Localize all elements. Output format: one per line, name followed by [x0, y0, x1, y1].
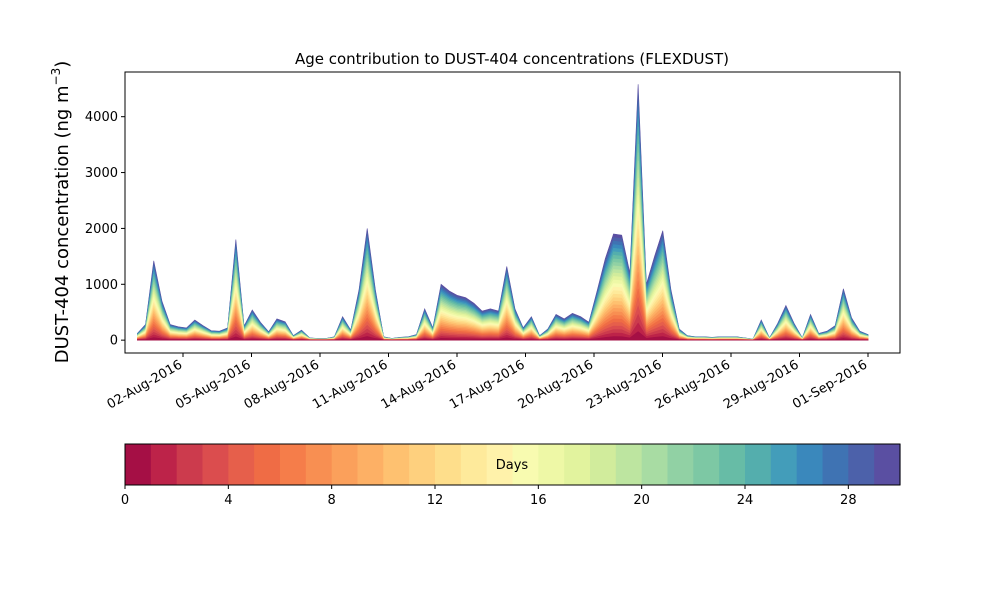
chart-title: Age contribution to DUST-404 concentrati… [295, 50, 729, 68]
colorbar-segment [331, 444, 359, 485]
y-axis-label-superscript: −3 [49, 68, 63, 86]
colorbar-segment [176, 444, 204, 485]
colorbar-tick-label: 24 [737, 493, 754, 508]
y-tick-label: 0 [110, 334, 118, 349]
colorbar-segment [512, 444, 539, 485]
colorbar-segment [564, 444, 591, 485]
x-tick-label: 17-Aug-2016 [447, 357, 527, 412]
colorbar-segment [796, 444, 824, 485]
colorbar-segment [383, 444, 410, 485]
colorbar-tick-label: 4 [224, 493, 232, 508]
colorbar-ticks: 0 4 8 12 16 20 24 28 [121, 485, 857, 508]
x-tick-label: 11-Aug-2016 [310, 357, 390, 412]
colorbar-segment [641, 444, 669, 485]
x-tick-label: 26-Aug-2016 [653, 357, 733, 412]
colorbar-tick-label: 20 [633, 493, 650, 508]
x-tick-label: 29-Aug-2016 [721, 357, 801, 412]
y-axis-label-close: ) [52, 61, 73, 68]
colorbar-segment [228, 444, 255, 485]
svg-text:DUST-404 concentration (ng m−3: DUST-404 concentration (ng m−3) [49, 61, 73, 364]
colorbar-segment [538, 444, 565, 485]
y-tick-label: 4000 [85, 110, 118, 125]
colorbar-segment [719, 444, 746, 485]
colorbar-segment [667, 444, 694, 485]
x-axis-ticks: 02-Aug-201605-Aug-201608-Aug-201611-Aug-… [105, 353, 870, 413]
colorbar-segment [125, 444, 152, 485]
colorbar-segment [357, 444, 384, 485]
colorbar-segment [874, 444, 901, 485]
y-axis-ticks: 0 1000 2000 3000 4000 [85, 110, 125, 349]
x-tick-label: 08-Aug-2016 [242, 357, 322, 412]
colorbar-segment [435, 444, 462, 485]
y-axis-label-main: DUST-404 concentration (ng m [52, 85, 73, 363]
colorbar-segment [615, 444, 643, 485]
x-tick-label: 05-Aug-2016 [173, 357, 253, 412]
colorbar-tick-label: 16 [530, 493, 547, 508]
age-stack-areas [137, 84, 869, 341]
y-tick-label: 1000 [85, 278, 118, 293]
colorbar-segment [202, 444, 229, 485]
x-tick-label: 20-Aug-2016 [516, 357, 596, 412]
colorbar [125, 444, 901, 485]
colorbar-segment [822, 444, 849, 485]
y-axis-label: DUST-404 concentration (ng m−3) [49, 61, 73, 364]
colorbar-tick-label: 8 [328, 493, 336, 508]
colorbar-segment [590, 444, 617, 485]
x-tick-label: 01-Sep-2016 [790, 357, 870, 412]
colorbar-segment [745, 444, 772, 485]
plot-frame [124, 71, 901, 354]
x-tick-label: 23-Aug-2016 [584, 357, 664, 412]
x-tick-label: 14-Aug-2016 [379, 357, 459, 412]
colorbar-frame [124, 443, 901, 486]
y-tick-label: 2000 [85, 222, 118, 237]
colorbar-label: Days [496, 458, 529, 473]
colorbar-tick-label: 0 [121, 493, 129, 508]
colorbar-segment [693, 444, 720, 485]
age-layer-0 [137, 331, 869, 341]
colorbar-segment [254, 444, 281, 485]
colorbar-segment [486, 444, 514, 485]
colorbar-segment [409, 444, 436, 485]
colorbar-segment [305, 444, 333, 485]
colorbar-tick-label: 12 [427, 493, 444, 508]
colorbar-segment [848, 444, 875, 485]
colorbar-tick-label: 28 [840, 493, 857, 508]
colorbar-segment [150, 444, 178, 485]
colorbar-segment [770, 444, 798, 485]
x-tick-label: 02-Aug-2016 [105, 357, 185, 412]
y-tick-label: 3000 [85, 166, 118, 181]
colorbar-segment [280, 444, 307, 485]
colorbar-segment [460, 444, 488, 485]
